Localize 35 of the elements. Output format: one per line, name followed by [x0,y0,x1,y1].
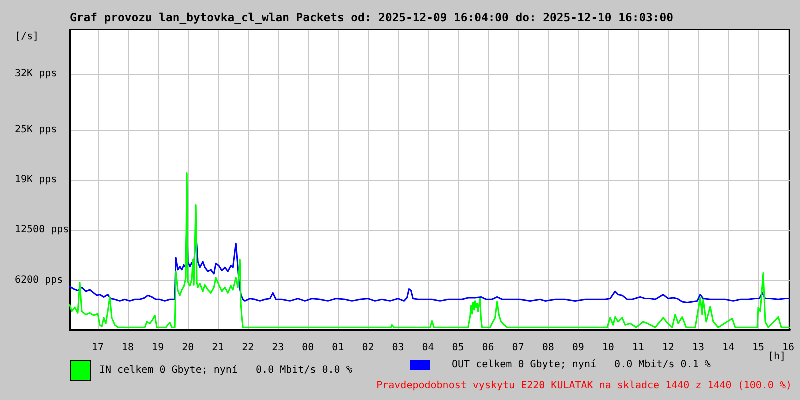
x-tick-label: 22 [242,342,254,354]
x-tick-label: 20 [182,342,194,354]
x-tick-label: 03 [392,342,404,354]
x-tick-label: 15 [752,342,764,354]
y-tick-label: 25K pps [15,124,58,136]
x-tick-label: 18 [122,342,134,354]
y-tick-label: 6200 pps [15,274,64,286]
x-tick-label: 02 [362,342,374,354]
chart-title: Graf provozu lan_bytovka_cl_wlan Packets od: 2025-12-09 16:04:00 do: 2025-12-10 16:03:00 [70,10,674,24]
line-series [69,172,790,328]
x-tick-label: 14 [722,342,734,354]
x-tick-label: 10 [602,342,614,354]
x-tick-label: 17 [92,342,104,354]
y-tick-label: 19K pps [15,174,58,186]
y-tick-label: 32K pps [15,68,58,80]
x-tick-label: 13 [692,342,704,354]
x-tick-label: 04 [422,342,434,354]
x-tick-label: 08 [542,342,554,354]
x-tick-label: 01 [332,342,344,354]
x-tick-label: 07 [512,342,524,354]
legend-label: IN celkem 0 Gbyte; nyní 0.0 Mbit/s 0.0 % [100,365,352,376]
legend-label: OUT celkem 0 Gbyte; nyní 0.0 Mbit/s 0.1 % [452,360,711,370]
x-tick-label: 09 [572,342,584,354]
x-tick-label: 21 [212,342,224,354]
x-axis-title: [h] [768,352,786,362]
y-axis-title: [/s] [15,32,40,42]
x-tick-label: 19 [152,342,164,354]
text: Pravdepodobnost vyskytu E220 KULATAK na skladce 1440 z 1440 (100.0 %) [376,380,792,392]
y-tick-label: 12500 pps [15,224,70,236]
x-tick-label: 00 [302,342,314,354]
x-tick-label: 12 [662,342,674,354]
x-tick-label: 23 [272,342,284,354]
x-tick-label: 06 [482,342,494,354]
x-tick-label: 11 [632,342,644,354]
x-tick-label: 05 [452,342,464,354]
